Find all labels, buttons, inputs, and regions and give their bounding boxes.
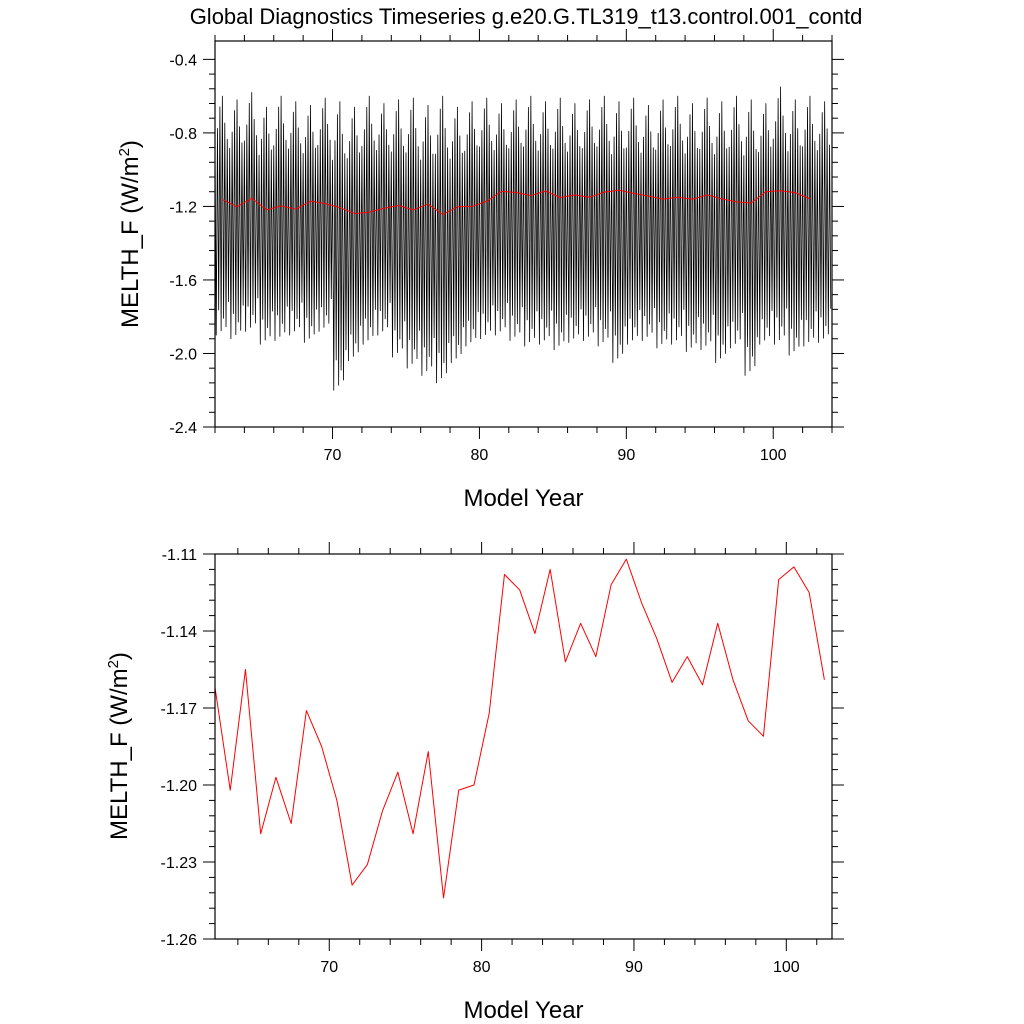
y-tick-label: -1.23 — [161, 855, 198, 872]
y-tick-label: -0.8 — [169, 126, 197, 143]
x-tick-label: 100 — [760, 447, 787, 464]
x-tick-label: 90 — [617, 447, 635, 464]
plot-frame — [214, 40, 833, 428]
y-tick-label: -0.4 — [169, 52, 197, 69]
chart-title: Global Diagnostics Timeseries g.e20.G.TL… — [190, 4, 863, 29]
y-axis-label: MELTH_F (W/m2) — [116, 140, 144, 328]
y-tick-label: -1.26 — [161, 932, 198, 949]
y-tick-label: -1.6 — [169, 273, 197, 290]
series-line-0 — [214, 86, 832, 391]
y-tick-label: -1.20 — [161, 778, 198, 795]
x-tick-label: 80 — [473, 959, 491, 976]
top-panel: 70 80 90 100 -0.4 -0.8 -1.2 -1.6 -2.0 -2.4 Model Y… — [116, 29, 844, 512]
bottom-panel: 70 80 90 100 -1.11 -1.14 -1.17 -1.20 -1.23 -1.26 M… — [105, 542, 844, 1024]
x-tick-label: 90 — [625, 959, 643, 976]
x-tick-label: 70 — [320, 959, 338, 976]
y-tick-label: -1.2 — [169, 199, 197, 216]
series-line-0 — [214, 558, 825, 899]
y-tick-label: -2.4 — [169, 420, 197, 437]
x-axis-label: Model Year — [463, 997, 583, 1024]
plot-frame — [214, 553, 833, 940]
x-tick-label: 100 — [773, 959, 800, 976]
y-tick-label: -2.0 — [169, 346, 197, 363]
y-tick-label: -1.11 — [162, 547, 197, 564]
x-tick-label: 80 — [471, 447, 489, 464]
y-tick-label: -1.17 — [161, 701, 198, 718]
x-axis-label: Model Year — [463, 485, 583, 512]
y-axis-label: MELTH_F (W/m2) — [105, 652, 133, 840]
y-tick-label: -1.14 — [161, 624, 198, 641]
series-line-1 — [222, 189, 811, 216]
x-tick-label: 70 — [324, 447, 342, 464]
